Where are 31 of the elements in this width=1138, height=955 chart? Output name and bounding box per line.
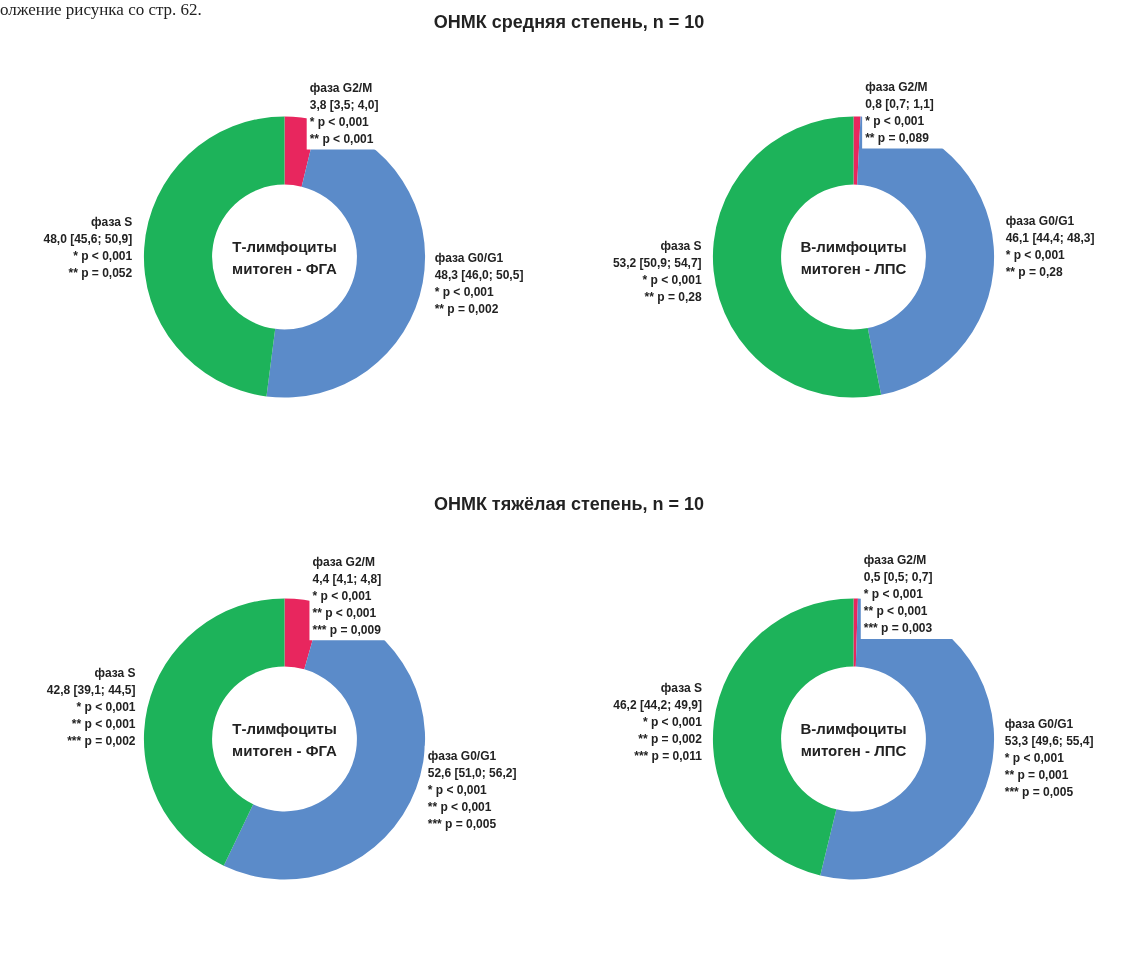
data-label: 0,5 [0,5; 0,7] * p < 0,001 ** p < 0,001 *** p = 0,003: [863, 570, 933, 636]
slice-label: фаза G2/M: [312, 554, 375, 569]
text: В-лимфоциты митоген - ЛПС: [800, 237, 907, 277]
slice-label: фаза S: [660, 680, 702, 695]
data-label: 4,4 [4,1; 4,8] * p < 0,001 ** p < 0,001 *** p = 0,009: [312, 571, 382, 637]
data-label: 0,8 [0,7; 1,1] * p < 0,001 ** p = 0,089: [865, 96, 934, 145]
data-label: 46,1 [44,4; 48,3] * p < 0,001 ** p = 0,28: [1005, 230, 1095, 279]
slice-label: фаза G0/G1: [1005, 213, 1075, 228]
slice-label: фаза G0/G1: [434, 250, 504, 265]
data-label: 42,8 [39,1; 44,5] * p < 0,001 ** p < 0,001 *** p = 0,002: [46, 682, 136, 748]
data-label: 48,3 [46,0; 50,5] * p < 0,001 ** p = 0,002: [434, 267, 524, 316]
slice-label: фаза G2/M: [865, 79, 928, 94]
data-label: 3,8 [3,5; 4,0] * p < 0,001 ** p < 0,001: [309, 97, 379, 146]
data-label: 53,2 [50,9; 54,7] * p < 0,001 ** p = 0,28: [612, 255, 702, 304]
text: Т-лимфоциты митоген - ФГА: [232, 237, 338, 277]
slice-label: фаза G2/M: [309, 80, 373, 95]
text: олжение рисунка со стр. 62.: [0, 0, 202, 20]
data-label: 52,6 [51,0; 56,2] * p < 0,001 ** p < 0,001 *** p = 0,005: [427, 766, 517, 832]
slice-label: фаза S: [91, 215, 133, 230]
data-label: 46,2 [44,2; 49,9] * p < 0,001 ** p = 0,002 *** p = 0,011: [613, 697, 703, 763]
slice-label: фаза G0/G1: [427, 749, 497, 764]
text: ОНМК средняя степень, n = 10: [433, 12, 705, 32]
slice-label: фаза G2/M: [863, 553, 927, 568]
text: В-лимфоциты митоген - ЛПС: [800, 719, 907, 759]
slice-label: фаза G0/G1: [1004, 717, 1074, 732]
text: ОНМК тяжёлая степень, n = 10: [432, 494, 706, 515]
slice-label: фаза S: [660, 238, 702, 253]
data-label: 48,0 [45,6; 50,9] * p < 0,001 ** p = 0,052: [43, 232, 133, 281]
slice-label: фаза S: [94, 665, 136, 680]
text: Т-лимфоциты митоген - ФГА: [232, 719, 338, 759]
data-label: 53,3 [49,6; 55,4] * p < 0,001 ** p = 0,001 *** p = 0,005: [1004, 734, 1094, 800]
